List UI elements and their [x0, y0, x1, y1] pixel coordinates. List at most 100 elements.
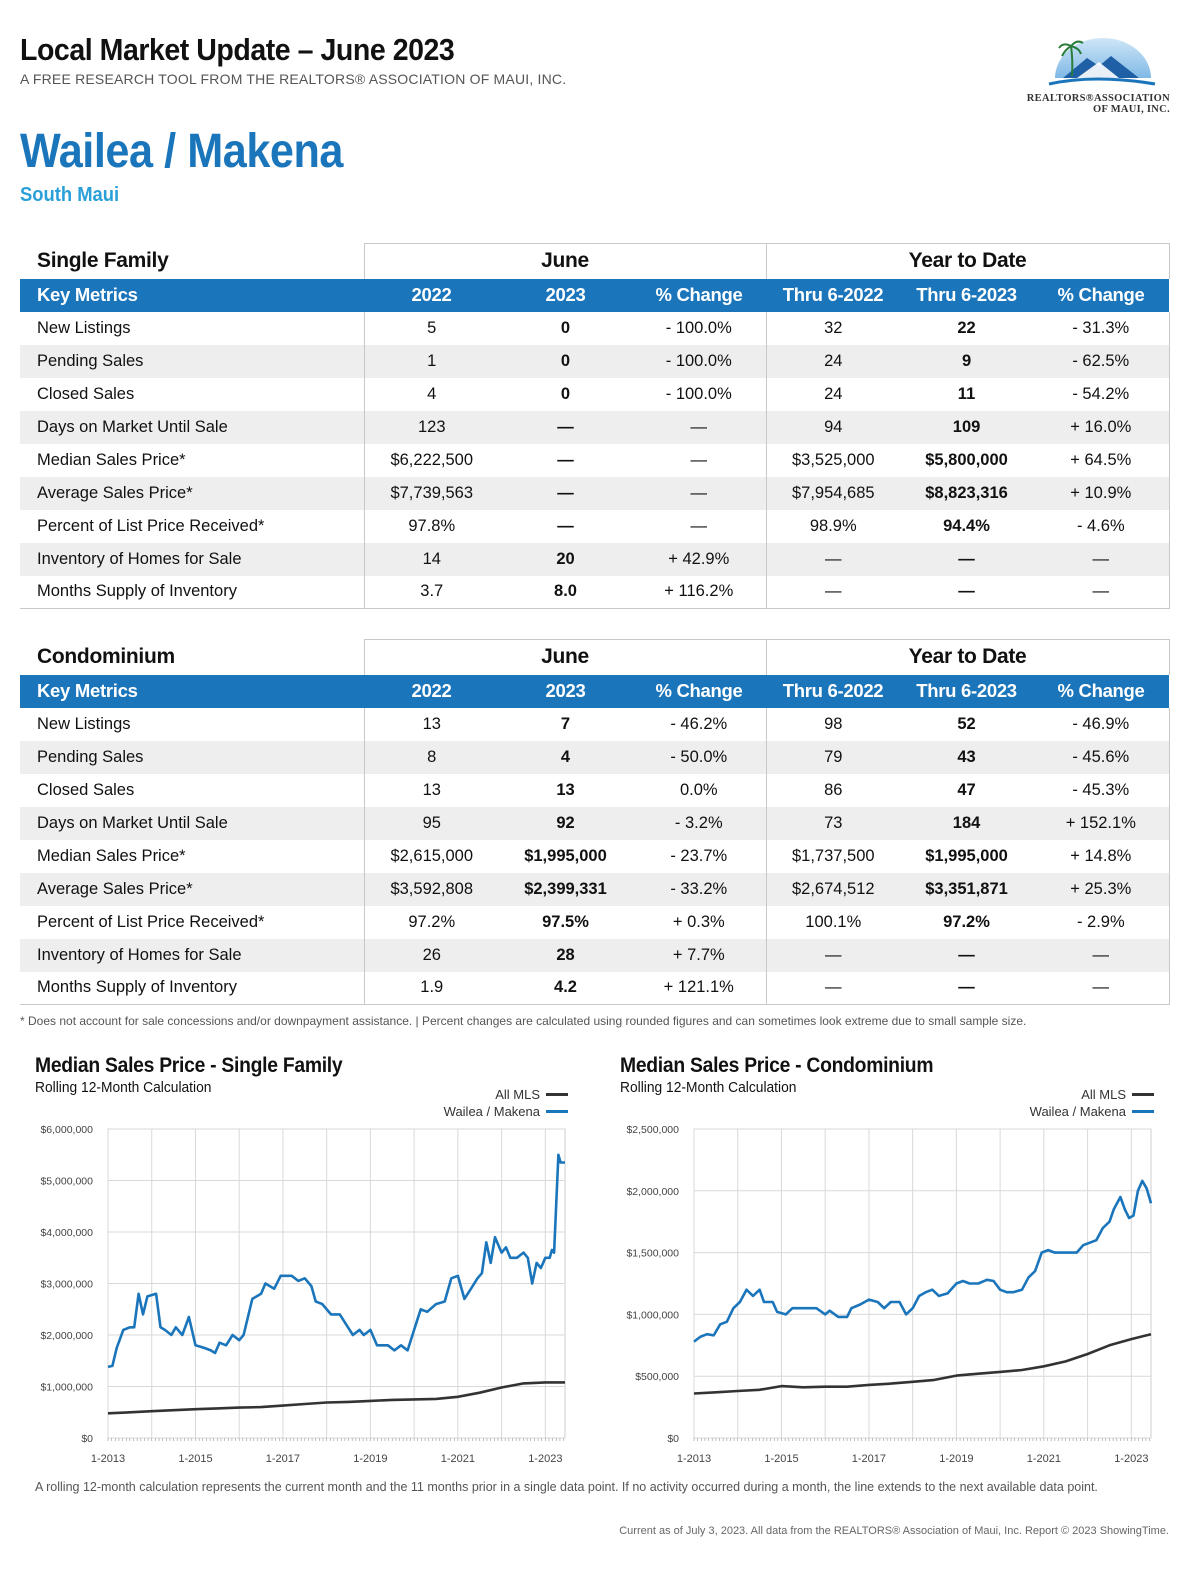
condo-median-price-chart: $0 $500,000 $1,000,000 $1,500,000 $2,000,000…: [626, 1124, 1153, 1465]
condo-chart-legend: All MLS Wailea / Makena: [1030, 1086, 1154, 1120]
ytd-pct-change: + 14.8%: [1033, 839, 1170, 873]
table-row: Percent of List Price Received* 97.8% — — 98…: [20, 509, 1170, 543]
pct-change: - 50.0%: [632, 740, 767, 774]
x-tick-label: 1-2023: [1114, 1453, 1148, 1465]
value-thru-2023: —: [900, 971, 1034, 1005]
ytd-pct-change: —: [1033, 938, 1170, 972]
value-thru-2022: 24: [765, 344, 901, 378]
x-tick-label: 1-2013: [677, 1453, 711, 1465]
metric-label: Days on Market Until Sale: [20, 410, 364, 444]
col-thru-2022: Thru 6-2022: [766, 278, 901, 312]
sf-chart-legend: All MLS Wailea / Makena: [444, 1086, 568, 1120]
value-thru-2022: 100.1%: [765, 905, 901, 939]
value-thru-2023: —: [900, 575, 1034, 609]
value-thru-2022: 98.9%: [765, 509, 901, 543]
metric-label: Average Sales Price*: [20, 872, 364, 906]
legend-item-area: Wailea / Makena: [1030, 1103, 1154, 1120]
x-tick-label: 1-2023: [528, 1453, 562, 1465]
ytd-group-header: Year to Date: [765, 639, 1170, 675]
value-thru-2023: 184: [900, 806, 1034, 840]
y-tick-label: $6,000,000: [40, 1124, 93, 1136]
value-thru-2022: 32: [765, 311, 901, 345]
y-tick-label: $1,500,000: [626, 1248, 679, 1260]
y-tick-label: $5,000,000: [40, 1176, 93, 1188]
col-2022: 2022: [364, 674, 499, 708]
col-2023: 2023: [499, 278, 632, 312]
ytd-pct-change: + 25.3%: [1033, 872, 1170, 906]
ytd-pct-change: —: [1033, 542, 1170, 576]
y-tick-label: $1,000,000: [626, 1309, 679, 1321]
value-thru-2022: —: [765, 542, 901, 576]
rolling-calc-note: A rolling 12-month calculation represent…: [35, 1480, 1098, 1494]
logo-text: REALTORS®ASSOCIATION OF MAUI, INC.: [1026, 93, 1170, 115]
col-ytd-pct-change: % Change: [1033, 278, 1170, 312]
metric-label: Months Supply of Inventory: [20, 575, 364, 609]
ytd-pct-change: + 152.1%: [1033, 806, 1170, 840]
ytd-pct-change: - 62.5%: [1033, 344, 1170, 378]
value-thru-2022: 94: [765, 410, 901, 444]
table-row: Pending Sales 1 0- 100.0% 24 9- 62.5%: [20, 344, 1170, 378]
data-credit: Current as of July 3, 2023. All data fro…: [619, 1525, 1169, 1537]
value-thru-2023: $1,995,000: [925, 846, 1008, 865]
value-2022: 4: [363, 377, 499, 411]
y-tick-label: $2,500,000: [626, 1124, 679, 1136]
value-thru-2023: 94.4%: [943, 516, 990, 535]
metric-label: Months Supply of Inventory: [20, 971, 364, 1005]
value-2023: 0: [560, 384, 571, 403]
value-thru-2022: —: [765, 971, 901, 1005]
value-2022: 14: [363, 542, 499, 576]
pct-change: - 100.0%: [665, 318, 732, 337]
series-line-wailea-makena: [107, 1153, 565, 1369]
value-2023: 13: [556, 780, 575, 799]
pct-change: + 0.3%: [672, 912, 725, 931]
area-title: Wailea / Makena: [20, 125, 343, 178]
ytd-pct-change: + 64.5%: [1033, 443, 1170, 477]
table-row: Inventory of Homes for Sale 14 20 + 42.9% — —…: [20, 542, 1170, 576]
value-2023: —: [499, 410, 632, 444]
metric-label: Days on Market Until Sale: [20, 806, 364, 840]
value-2023: $2,399,331: [499, 872, 632, 906]
table-row: New Listings 13 7 - 46.2% 98 52 - 46.9%: [20, 707, 1170, 741]
x-tick-label: 1-2019: [939, 1453, 973, 1465]
area-region: South Maui: [20, 184, 120, 206]
y-tick-label: $4,000,000: [40, 1227, 93, 1239]
ytd-pct-change: - 45.6%: [1033, 740, 1170, 774]
ytd-pct-change: + 10.9%: [1033, 476, 1170, 510]
pct-change: + 7.7%: [632, 938, 767, 972]
value-2023: —: [557, 516, 574, 535]
col-2022: 2022: [364, 278, 499, 312]
value-2022: 97.8%: [363, 509, 499, 543]
value-2023: 8.0: [499, 575, 632, 609]
x-tick-label: 1-2015: [178, 1453, 212, 1465]
table-row: Median Sales Price* $2,615,000 $1,995,000 -…: [20, 839, 1170, 873]
metric-label: Percent of List Price Received*: [37, 912, 265, 931]
col-pct-change: % Change: [632, 278, 767, 312]
table-row: Days on Market Until Sale 95 92- 3.2% 73 184…: [20, 806, 1170, 840]
table-footnote: * Does not account for sale concessions …: [20, 1014, 1027, 1028]
metric-label: Closed Sales: [37, 384, 135, 403]
y-tick-label: $1,000,000: [40, 1382, 93, 1394]
metric-label: Percent of List Price Received*: [37, 516, 265, 535]
value-thru-2022: 79: [765, 740, 901, 774]
value-2022: 1: [363, 344, 499, 378]
table-row: Average Sales Price* $3,592,808 $2,399,331…: [20, 872, 1170, 906]
value-2022: 1.9: [363, 971, 499, 1005]
pct-change: - 23.7%: [670, 846, 728, 865]
metric-label: Inventory of Homes for Sale: [20, 542, 364, 576]
value-thru-2022: —: [765, 938, 901, 972]
col-thru-2023: Thru 6-2023: [900, 278, 1034, 312]
value-2022: 3.7: [363, 575, 499, 609]
value-2022: $7,739,563: [363, 476, 499, 510]
ytd-pct-change: - 31.3%: [1033, 311, 1170, 345]
ytd-pct-change: - 2.9%: [1033, 905, 1170, 939]
legend-item-area: Wailea / Makena: [444, 1103, 568, 1120]
value-2022: 123: [363, 410, 499, 444]
value-thru-2023: $5,800,000: [925, 450, 1008, 469]
value-2022: $2,615,000: [363, 839, 499, 873]
value-thru-2022: —: [765, 575, 901, 609]
value-thru-2022: $1,737,500: [765, 839, 901, 873]
value-thru-2023: 9: [900, 344, 1034, 378]
month-group-header: June: [363, 639, 767, 675]
x-tick-label: 1-2017: [852, 1453, 886, 1465]
table-row: New Listings 5 0 - 100.0% 32 22 - 31.3%: [20, 311, 1170, 345]
